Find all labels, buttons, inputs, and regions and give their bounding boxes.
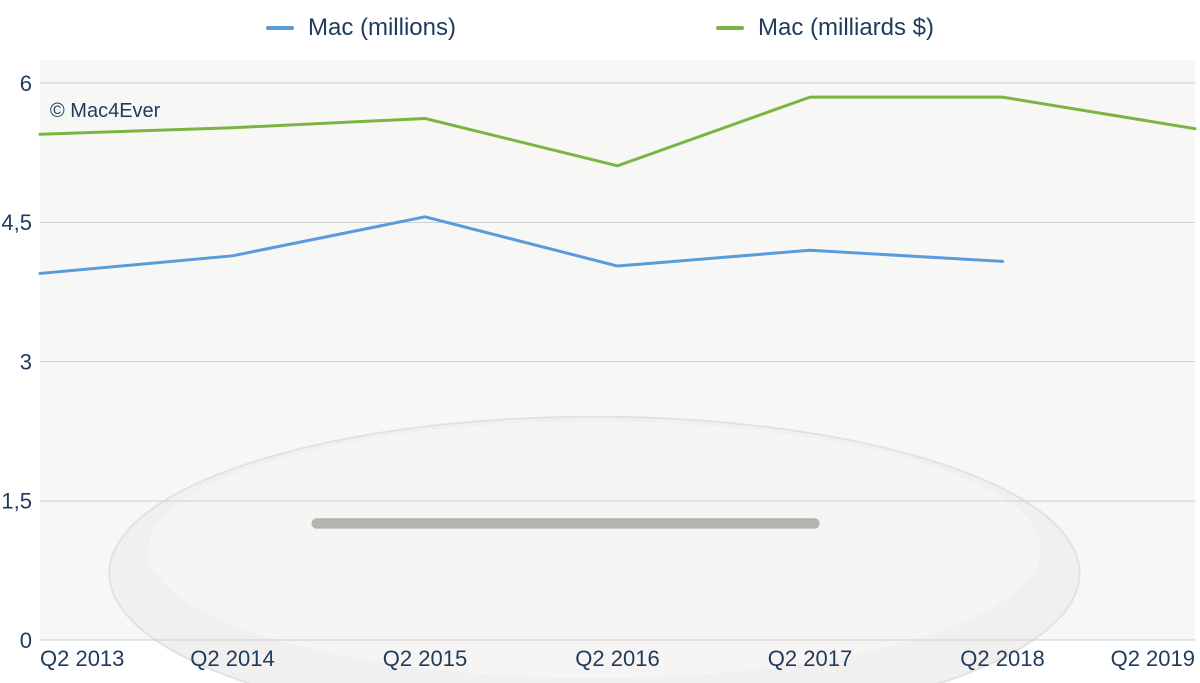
svg-text:1,5: 1,5 bbox=[1, 489, 32, 514]
legend-label-1: Mac (milliards $) bbox=[758, 14, 934, 42]
chart-container: 0 1,5 3 4,5 6 Q2 2013 Q2 2014 Q2 2015 Q2 2016 Q2 … bbox=[0, 0, 1200, 683]
svg-text:Q2 2017: Q2 2017 bbox=[768, 646, 852, 671]
svg-text:4,5: 4,5 bbox=[1, 210, 32, 235]
chart-svg: 0 1,5 3 4,5 6 Q2 2013 Q2 2014 Q2 2015 Q2 2016 Q2 … bbox=[0, 0, 1200, 683]
svg-text:Q2 2019: Q2 2019 bbox=[1111, 646, 1195, 671]
legend: Mac (millions) Mac (milliards $) bbox=[0, 0, 1200, 42]
svg-text:Q2 2014: Q2 2014 bbox=[190, 646, 274, 671]
legend-label-0: Mac (millions) bbox=[308, 14, 456, 42]
legend-item-series-0: Mac (millions) bbox=[266, 14, 456, 42]
legend-item-series-1: Mac (milliards $) bbox=[716, 14, 934, 42]
svg-text:0: 0 bbox=[20, 628, 32, 653]
svg-text:Q2 2016: Q2 2016 bbox=[575, 646, 659, 671]
svg-text:Q2 2015: Q2 2015 bbox=[383, 646, 467, 671]
copyright-label: © Mac4Ever bbox=[50, 100, 160, 123]
svg-text:Q2 2018: Q2 2018 bbox=[960, 646, 1044, 671]
svg-text:3: 3 bbox=[20, 349, 32, 374]
svg-text:6: 6 bbox=[20, 71, 32, 96]
legend-swatch-0 bbox=[266, 26, 294, 30]
svg-text:Q2 2013: Q2 2013 bbox=[40, 646, 124, 671]
legend-swatch-1 bbox=[716, 26, 744, 30]
